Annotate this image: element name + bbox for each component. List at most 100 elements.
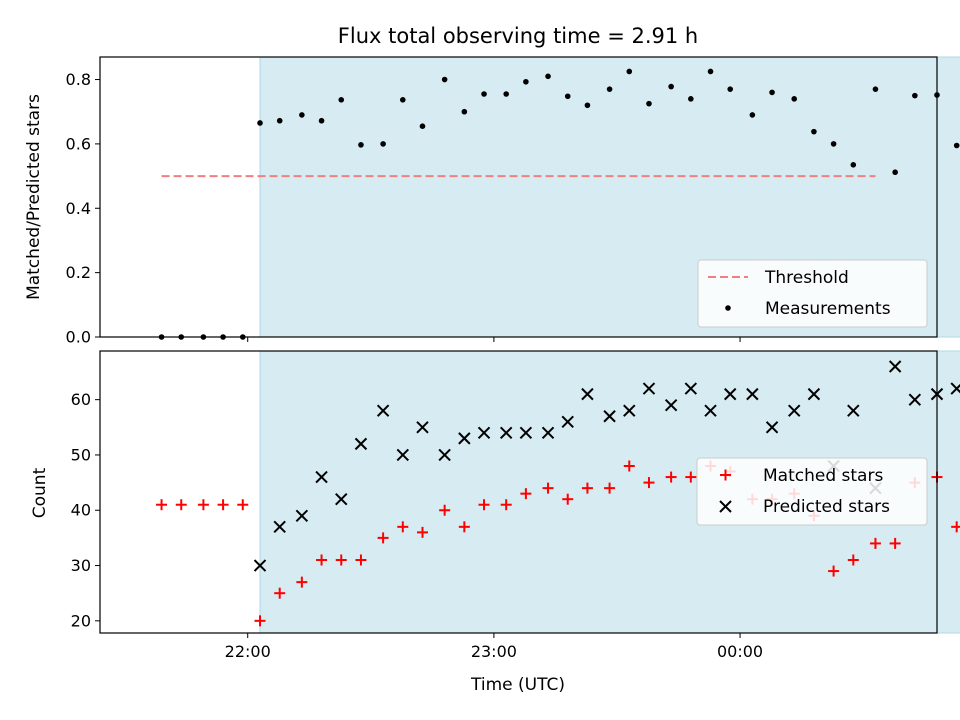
predicted-star-point [376, 404, 390, 417]
measurement-point [606, 86, 613, 92]
legend-predicted-label: Predicted stars [763, 497, 890, 517]
bottom-legend-box [696, 457, 928, 526]
chart-title: Flux total observing time = 2.91 h [338, 24, 698, 48]
predicted-star-point [642, 382, 656, 395]
predicted-star-point [623, 404, 636, 417]
matched-star-point [458, 521, 470, 533]
measurement-point [481, 91, 487, 97]
measurement-point [769, 89, 775, 96]
predicted-star-marker-b [908, 393, 922, 406]
predicted-star-marker-b [519, 426, 533, 440]
measurement-point [892, 169, 898, 176]
predicted-star-point [396, 448, 410, 462]
predicted-star-marker-b [807, 387, 821, 401]
predicted-star-marker-b [458, 432, 471, 445]
matched-star-point [869, 537, 881, 549]
matched-star-point [500, 499, 512, 511]
x-axis-label: Time (UTC) [470, 675, 565, 695]
predicted-star-marker-b [765, 421, 779, 434]
measurement-point [912, 92, 918, 99]
measurement-point [791, 96, 798, 102]
predicted-star-marker-b [684, 382, 698, 395]
predicted-star-point [788, 404, 801, 417]
matched-star-point [643, 477, 655, 489]
predicted-star-marker-b [295, 509, 309, 522]
top-y-axis-label: Matched/Predicted stars [24, 94, 44, 300]
measurement-point [461, 108, 468, 115]
matched-star-point [254, 615, 266, 627]
measurement-point [276, 117, 283, 124]
predicted-star-point [315, 470, 328, 484]
measurement-point [257, 120, 263, 126]
predicted-star-marker-b [847, 404, 860, 417]
bottom-y-tick-label: 60 [71, 390, 91, 409]
bottom-y-tick-label: 20 [71, 611, 91, 630]
predicted-star-marker-b [376, 404, 390, 417]
bottom-y-axis-label: Count [30, 467, 50, 518]
predicted-star-point [438, 448, 451, 462]
matched-star-point [197, 499, 209, 511]
legend-predicted-swatch-b [719, 500, 732, 513]
matched-star-point [604, 482, 616, 494]
predicted-star-marker-b [950, 383, 960, 395]
bottom-y-tick-label: 50 [71, 445, 91, 464]
predicted-star-marker-b [354, 437, 368, 451]
predicted-star-point [541, 426, 555, 440]
measurement-point [668, 83, 674, 90]
top-panel: 0.00.20.40.60.8 Matched/Predicted stars … [24, 56, 960, 347]
top-y-tick-label: 0.0 [66, 328, 91, 347]
predicted-star-point [499, 426, 513, 440]
measurement-point [380, 141, 386, 147]
predicted-star-marker-b [315, 470, 328, 484]
predicted-star-marker-b [396, 448, 410, 462]
matched-star-point [847, 554, 859, 566]
matched-star-point [274, 587, 286, 599]
measurement-point [749, 112, 756, 118]
top-legend-box [697, 259, 928, 328]
measurement-point [358, 142, 364, 148]
predicted-star-marker-b [664, 398, 678, 412]
predicted-star-marker-b [499, 426, 513, 440]
predicted-star-marker-b [438, 448, 451, 462]
predicted-star-point [416, 421, 429, 434]
predicted-star-point [704, 404, 717, 417]
matched-star-point [316, 554, 328, 566]
top-y-tick-label: 0.6 [66, 134, 91, 153]
predicted-star-point [908, 393, 922, 406]
predicted-star-marker-b [642, 382, 656, 395]
bottom-y-tick-label: 40 [71, 501, 91, 520]
measurement-point [850, 162, 857, 168]
measurement-point [727, 86, 734, 92]
matched-star-point [377, 532, 389, 544]
matched-star-point [156, 499, 168, 511]
predicted-star-point [664, 398, 678, 412]
predicted-star-point [561, 415, 574, 428]
legend-matched-label: Matched stars [763, 466, 883, 486]
predicted-star-point [519, 426, 533, 440]
measurement-point [441, 76, 448, 83]
predicted-star-marker-b [416, 421, 429, 434]
matched-star-point [581, 482, 593, 494]
predicted-star-point [581, 387, 594, 401]
matched-star-point [355, 554, 367, 566]
bottom-x-tick-label: 22:00 [225, 642, 271, 661]
measurement-point [503, 91, 509, 97]
matched-star-point [478, 499, 490, 511]
predicted-star-point [746, 387, 759, 401]
predicted-star-marker-b [273, 520, 286, 534]
matched-star-point [237, 499, 249, 511]
predicted-star-marker-b [704, 404, 717, 417]
measurement-point [688, 96, 694, 102]
predicted-star-marker-b [335, 492, 348, 506]
measurement-point [872, 86, 879, 92]
bottom-axes-frame [99, 350, 938, 634]
top-axes-frame [99, 56, 938, 338]
legend-measurements-label: Measurements [765, 299, 891, 319]
predicted-star-point [765, 421, 779, 434]
predicted-star-marker-b [724, 387, 737, 401]
matched-star-point [685, 471, 697, 483]
measurement-point [523, 78, 529, 85]
bottom-legend: Matched stars Predicted stars [696, 457, 928, 526]
